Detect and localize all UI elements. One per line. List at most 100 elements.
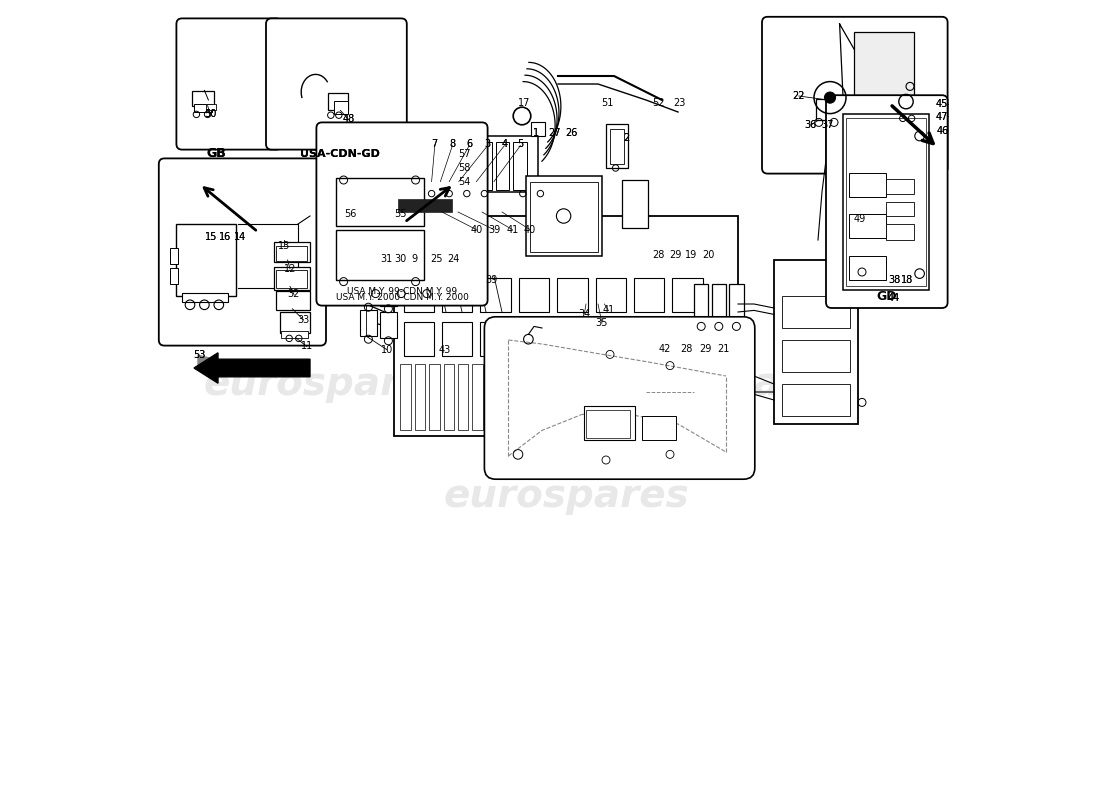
Bar <box>502 364 512 430</box>
Bar <box>595 322 626 356</box>
Bar <box>394 216 738 436</box>
Text: 3: 3 <box>484 139 491 149</box>
Text: 16: 16 <box>219 232 231 242</box>
FancyBboxPatch shape <box>176 18 282 150</box>
Bar <box>514 142 527 190</box>
Text: 22: 22 <box>792 91 805 101</box>
Bar <box>782 296 850 328</box>
Text: 11: 11 <box>300 342 312 351</box>
FancyBboxPatch shape <box>762 17 947 174</box>
Bar <box>398 199 452 212</box>
Bar <box>404 322 434 356</box>
Bar <box>849 173 886 197</box>
Bar <box>496 142 509 190</box>
Text: 30: 30 <box>394 254 407 264</box>
Bar <box>458 364 469 430</box>
Text: 2: 2 <box>623 133 629 142</box>
Bar <box>379 312 397 338</box>
Bar <box>364 260 387 292</box>
Text: 15: 15 <box>205 232 217 242</box>
Text: 4: 4 <box>502 139 507 149</box>
Text: 32: 32 <box>288 290 300 299</box>
Bar <box>206 104 216 110</box>
Bar <box>416 260 438 292</box>
Bar <box>442 322 472 356</box>
Bar <box>843 114 930 290</box>
Text: eurospares: eurospares <box>603 365 849 403</box>
Bar <box>846 118 926 286</box>
Text: 3: 3 <box>484 139 491 149</box>
Text: eurospares: eurospares <box>443 477 689 515</box>
Text: 48: 48 <box>342 114 354 124</box>
Text: 44: 44 <box>888 293 900 302</box>
Bar <box>282 331 308 338</box>
FancyBboxPatch shape <box>826 95 947 308</box>
Text: 27: 27 <box>549 128 561 138</box>
Bar <box>461 142 474 190</box>
Bar <box>621 180 648 228</box>
Bar <box>694 284 708 324</box>
FancyBboxPatch shape <box>317 122 487 306</box>
Bar <box>481 278 510 312</box>
Text: 37: 37 <box>822 120 834 130</box>
Text: 48: 48 <box>342 114 354 124</box>
Text: 40: 40 <box>471 225 483 234</box>
Bar <box>610 129 625 164</box>
Text: 57: 57 <box>459 149 471 158</box>
Bar <box>481 322 510 356</box>
Bar <box>587 364 598 430</box>
Text: 29: 29 <box>698 344 712 354</box>
Bar <box>274 267 310 290</box>
Bar <box>712 284 726 324</box>
Text: 22: 22 <box>792 91 805 101</box>
Text: USA M.Y. 99-CDN M.Y. 99: USA M.Y. 99-CDN M.Y. 99 <box>346 286 458 296</box>
Circle shape <box>824 92 836 103</box>
Text: 37: 37 <box>822 120 834 130</box>
Bar <box>526 176 602 256</box>
Text: GB: GB <box>207 147 227 160</box>
Bar <box>849 256 886 280</box>
Text: 4: 4 <box>502 139 507 149</box>
Bar <box>544 364 554 430</box>
Text: USA-CDN-GD: USA-CDN-GD <box>299 149 380 158</box>
Bar <box>530 182 598 252</box>
Bar <box>558 278 587 312</box>
Bar <box>191 91 214 106</box>
FancyArrow shape <box>194 353 310 383</box>
Text: 6: 6 <box>466 139 472 149</box>
Bar <box>530 364 540 430</box>
Text: 9: 9 <box>411 254 417 264</box>
Text: 19: 19 <box>684 250 697 260</box>
Bar <box>849 214 886 238</box>
Text: 10: 10 <box>381 345 393 354</box>
Text: 54: 54 <box>459 178 471 187</box>
Text: 39: 39 <box>485 275 497 285</box>
Bar <box>634 278 664 312</box>
Text: 16: 16 <box>219 232 231 242</box>
Text: 1: 1 <box>532 128 539 138</box>
Bar <box>646 364 656 430</box>
Bar <box>429 364 440 430</box>
Bar <box>360 310 377 336</box>
Text: 20: 20 <box>702 250 715 260</box>
Text: 5: 5 <box>517 139 524 149</box>
Bar <box>602 364 613 430</box>
Bar <box>634 322 664 356</box>
Text: 18: 18 <box>901 275 913 285</box>
Text: 46: 46 <box>936 126 948 136</box>
Text: 47: 47 <box>936 112 948 122</box>
Text: 28: 28 <box>681 344 693 354</box>
FancyBboxPatch shape <box>158 158 326 346</box>
Bar <box>336 230 424 280</box>
Bar <box>170 248 178 264</box>
Text: 5: 5 <box>517 139 524 149</box>
Text: 7: 7 <box>431 139 438 149</box>
Text: USA-CDN-GD: USA-CDN-GD <box>299 149 380 158</box>
Text: 29: 29 <box>670 250 682 260</box>
Text: 28: 28 <box>652 250 666 260</box>
Text: 50: 50 <box>204 110 217 119</box>
Text: 33: 33 <box>297 315 310 325</box>
Text: 51: 51 <box>602 98 614 108</box>
Text: 24: 24 <box>447 254 460 264</box>
Text: 46: 46 <box>936 126 948 136</box>
